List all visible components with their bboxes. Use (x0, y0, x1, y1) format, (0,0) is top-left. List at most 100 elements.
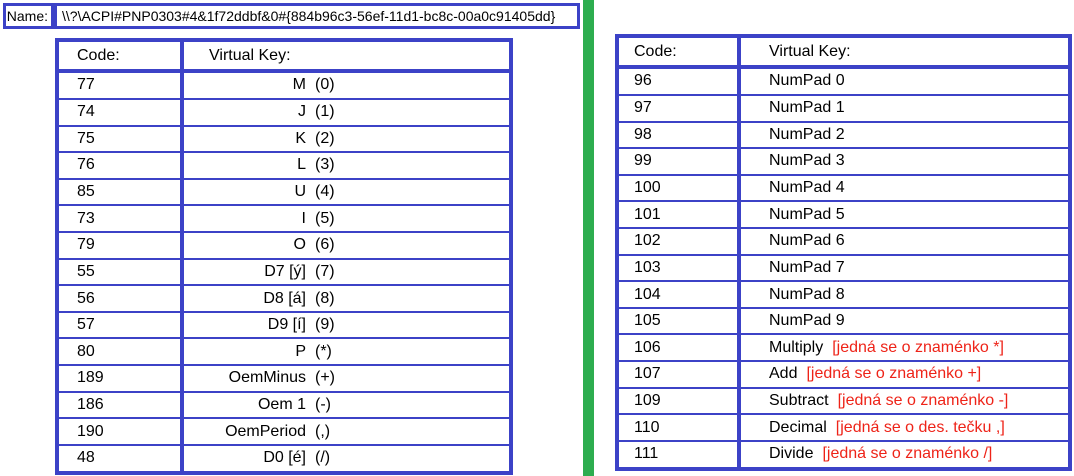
key-name: Decimal (769, 418, 827, 436)
key-note-czech: [jedná se o des. tečku ,] (835, 418, 1005, 436)
virtual-key-cell: NumPad 5 (739, 200, 1070, 229)
virtual-key-content: Divide [jedná se o znaménko /] (741, 445, 1068, 463)
virtual-key-cell: P (*) (182, 337, 511, 367)
virtual-key-cell: Decimal [jedná se o des. tečku ,] (739, 413, 1070, 442)
virtual-key-content: D9 [í] (9) (184, 316, 509, 334)
key-name: I (301, 209, 306, 227)
key-symbol: (5) (315, 209, 335, 227)
key-note-czech: [jedná se o znaménko *] (832, 338, 1004, 356)
virtual-key-content: O (6) (184, 236, 509, 254)
code-column-header: Code: (617, 35, 741, 69)
key-code-cell: 98 (617, 120, 741, 150)
virtual-key-cell: OemMinus (+) (182, 364, 511, 393)
virtual-key-cell: D7 [ý] (7) (182, 257, 511, 287)
virtual-key-cell: NumPad 4 (739, 173, 1070, 203)
key-name: D7 [ý] (264, 262, 306, 280)
key-name: M (292, 76, 306, 94)
key-code-cell: 100 (617, 173, 741, 203)
virtual-key-content: P (*) (184, 343, 509, 361)
virtual-key-cell: J (1) (182, 97, 511, 127)
key-code-cell: 111 (617, 439, 741, 471)
key-code-cell: 190 (57, 417, 184, 446)
key-name: Add (769, 365, 798, 383)
table-row: 111 Divide [jedná se o znaménko /] (617, 439, 1070, 471)
key-code-cell: 77 (57, 70, 184, 100)
table-row: 85 U (4) (57, 177, 511, 207)
table-row: 103 NumPad 7 (617, 253, 1070, 283)
key-name: Oem 1 (257, 395, 306, 413)
key-name: J (298, 103, 306, 121)
virtual-key-content: OemMinus (+) (184, 369, 509, 387)
key-symbol: (0) (315, 76, 335, 94)
virtual-key-cell: D0 [é] (/) (182, 443, 511, 475)
key-note-czech: [jedná se o znaménko /] (822, 445, 993, 463)
table-row: 189 OemMinus (+) (57, 364, 511, 393)
key-code-cell: 79 (57, 231, 184, 260)
virtual-key-cell: NumPad 8 (739, 280, 1070, 309)
key-symbol: (*) (315, 342, 332, 360)
virtual-key-cell: D8 [á] (8) (182, 284, 511, 313)
virtual-key-content: D0 [é] (/) (184, 449, 509, 467)
virtual-key-content: Multiply [jedná se o znaménko *] (741, 339, 1068, 357)
table-row: 104 NumPad 8 (617, 280, 1070, 309)
virtual-key-content: NumPad 4 (741, 179, 1068, 197)
virtual-key-cell: K (2) (182, 124, 511, 154)
table-row: 107 Add [jedná se o znaménko +] (617, 360, 1070, 389)
virtual-key-cell: Oem 1 (-) (182, 390, 511, 420)
key-symbol: (8) (315, 289, 335, 307)
key-name: NumPad 4 (769, 179, 845, 197)
key-name: D0 [é] (263, 449, 306, 467)
table-row: 56 D8 [á] (8) (57, 284, 511, 313)
table-row: 77 M (0) (57, 70, 511, 100)
virtual-key-content: D8 [á] (8) (184, 290, 509, 308)
table-row: 101 NumPad 5 (617, 200, 1070, 229)
virtual-key-cell: D9 [í] (9) (182, 310, 511, 340)
key-symbol: (2) (315, 129, 335, 147)
table-row: 75 K (2) (57, 124, 511, 154)
virtual-key-content: Oem 1 (-) (184, 396, 509, 414)
virtual-key-content: NumPad 7 (741, 259, 1068, 277)
virtual-key-content: NumPad 5 (741, 206, 1068, 224)
code-column-header: Code: (57, 39, 184, 73)
virtual-key-cell: OemPeriod (,) (182, 417, 511, 446)
key-code-cell: 75 (57, 124, 184, 154)
key-code-cell: 76 (57, 151, 184, 180)
virtual-key-cell: NumPad 7 (739, 253, 1070, 283)
key-symbol: (4) (315, 183, 335, 201)
key-name: K (295, 129, 306, 147)
key-name: NumPad 5 (769, 205, 845, 223)
key-code-cell: 186 (57, 390, 184, 420)
table-row: 102 NumPad 6 (617, 227, 1070, 256)
key-symbol: (3) (315, 156, 335, 174)
virtual-key-cell: NumPad 0 (739, 66, 1070, 96)
table-row: 55 D7 [ý] (7) (57, 257, 511, 287)
right-table-body: 96 NumPad 0 97 NumPad 1 98 NumPad 2 99 NumPad 3… (617, 66, 1070, 471)
virtual-key-content: U (4) (184, 183, 509, 201)
key-name: OemMinus (228, 369, 306, 387)
key-symbol: (/) (315, 449, 331, 467)
virtual-key-content: NumPad 1 (741, 99, 1068, 117)
table-row: 73 I (5) (57, 204, 511, 233)
table-row: 99 NumPad 3 (617, 147, 1070, 176)
virtual-key-content: NumPad 0 (741, 72, 1068, 90)
virtual-key-cell: NumPad 1 (739, 93, 1070, 123)
virtual-key-cell: NumPad 6 (739, 227, 1070, 256)
key-name: U (294, 183, 306, 201)
device-name-value: \\?\ACPI#PNP0303#4&1f72ddbf&0#{884b96c3-… (54, 3, 580, 29)
table-row: 96 NumPad 0 (617, 66, 1070, 96)
table-row: 48 D0 [é] (/) (57, 443, 511, 475)
key-code-cell: 99 (617, 147, 741, 176)
virtual-key-content: M (0) (184, 76, 509, 94)
virtual-key-content: Subtract [jedná se o znaménko -] (741, 392, 1068, 410)
key-name: NumPad 9 (769, 312, 845, 330)
virtual-key-content: K (2) (184, 130, 509, 148)
key-code-cell: 107 (617, 360, 741, 389)
table-row: 106 Multiply [jedná se o znaménko *] (617, 333, 1070, 363)
key-code-cell: 105 (617, 306, 741, 336)
virtual-key-content: Add [jedná se o znaménko +] (741, 365, 1068, 383)
name-label: Name: (3, 3, 54, 29)
key-code-cell: 101 (617, 200, 741, 229)
key-symbol: (,) (315, 422, 331, 440)
virtual-key-content: NumPad 6 (741, 232, 1068, 250)
